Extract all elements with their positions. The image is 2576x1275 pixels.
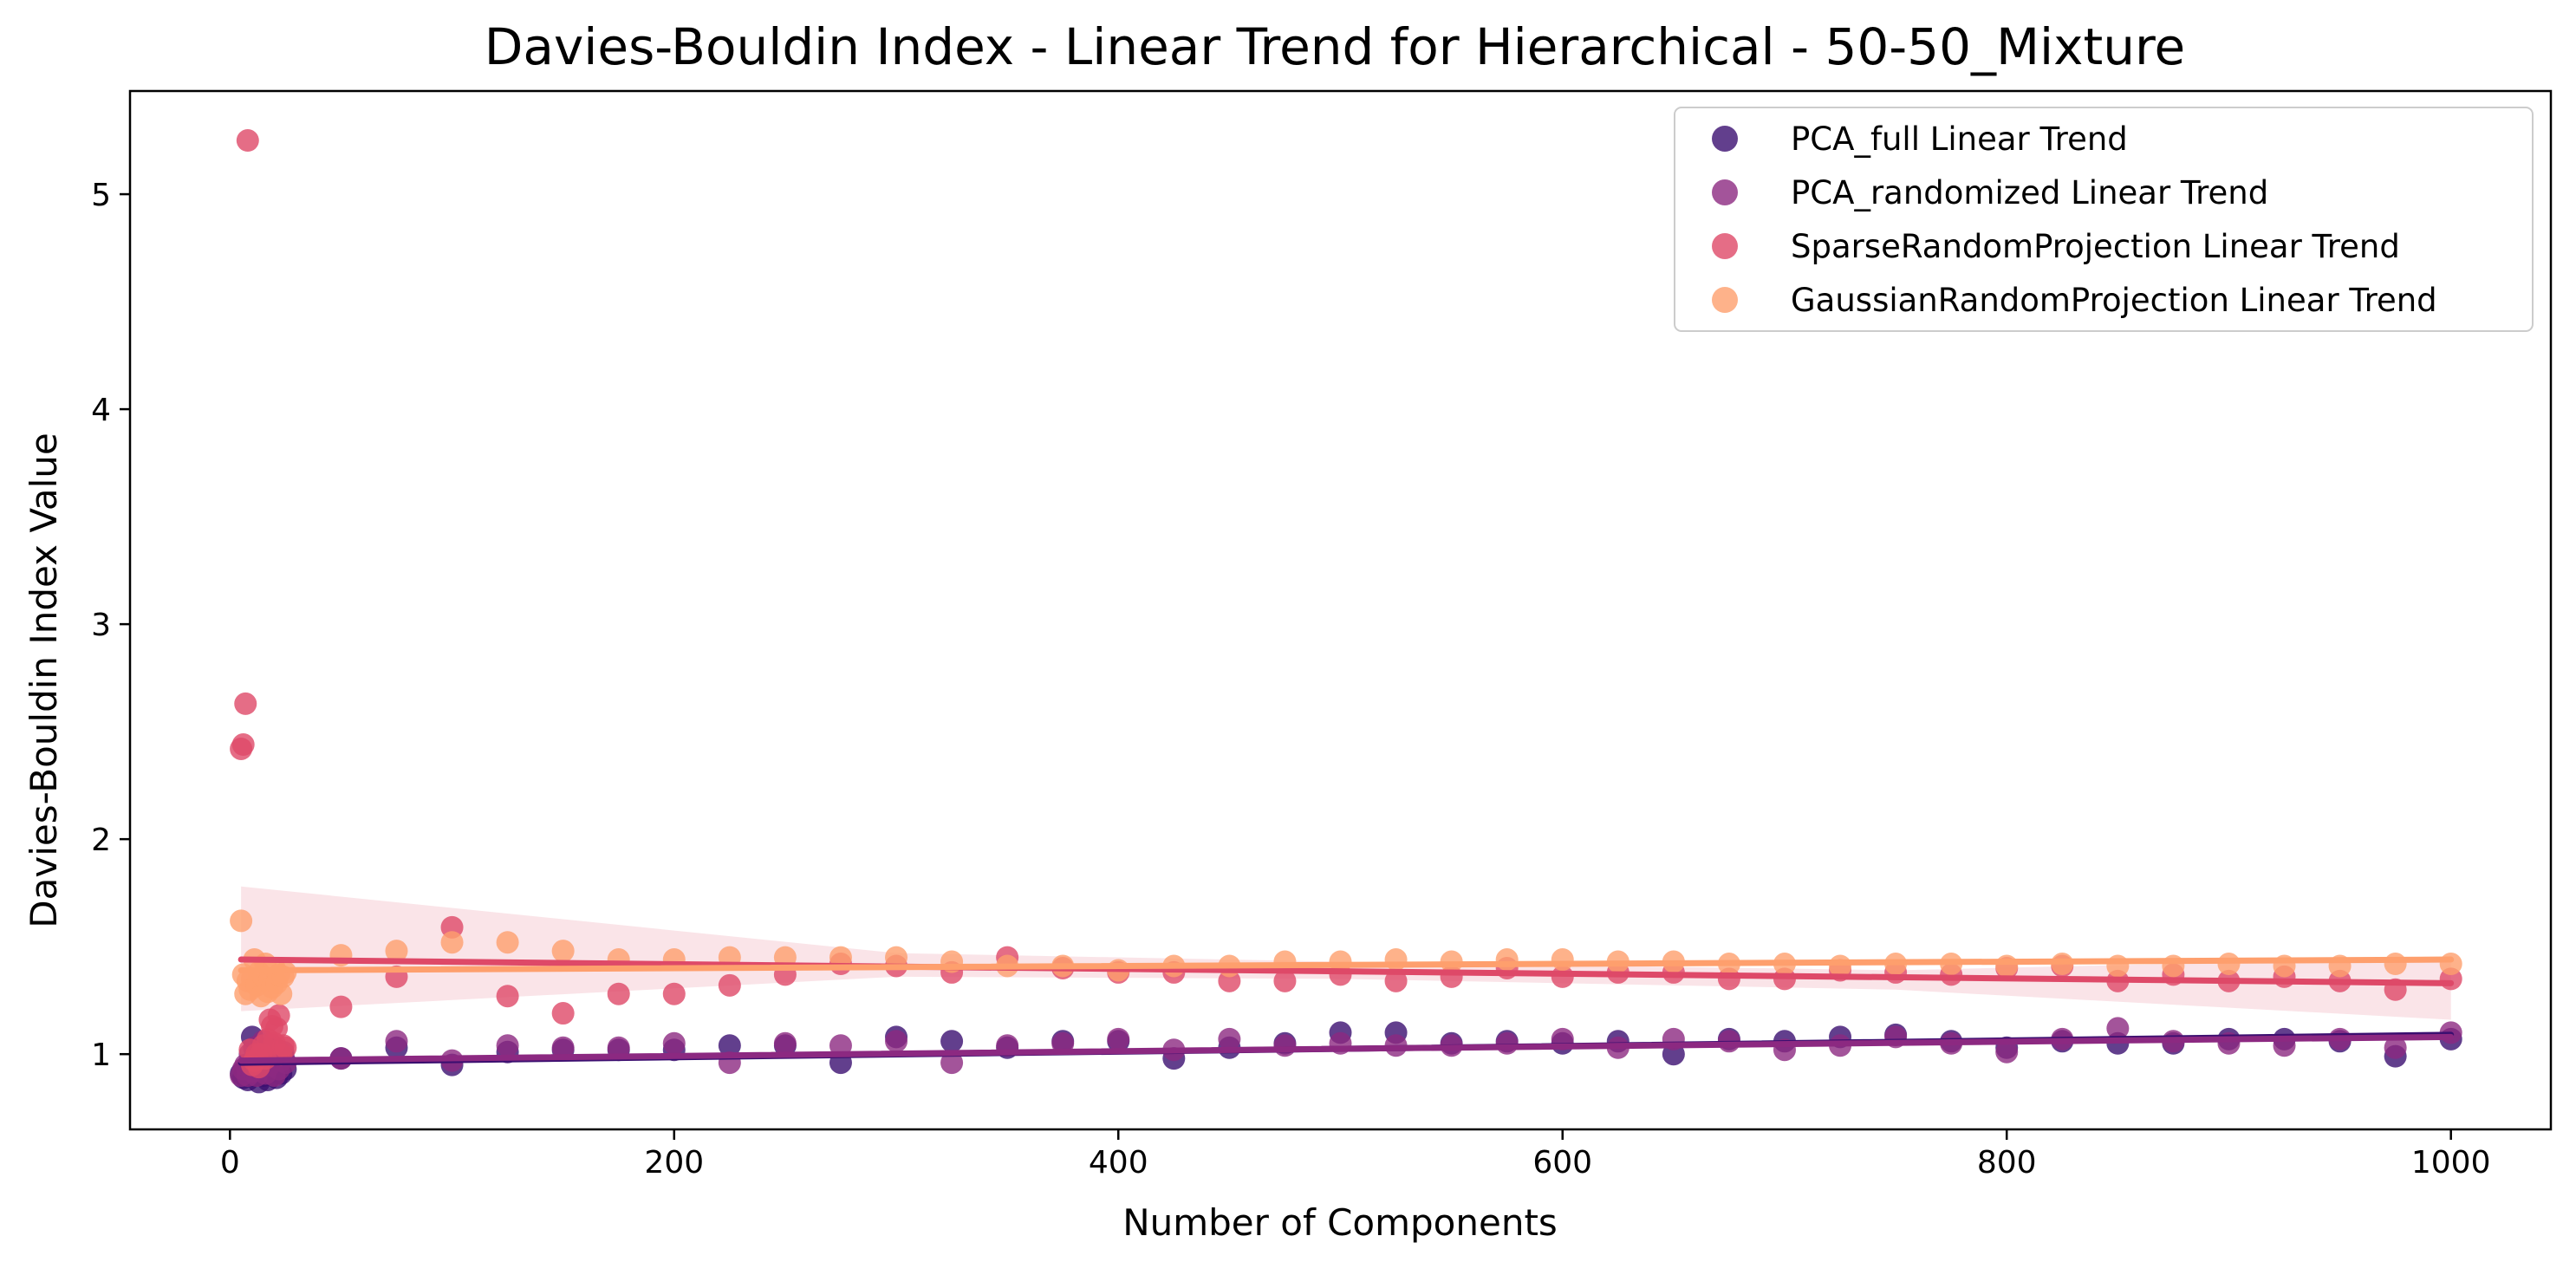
data-point <box>2106 1017 2130 1040</box>
x-tick-label: 800 <box>1977 1145 2037 1181</box>
y-tick-label: 5 <box>91 178 111 213</box>
data-point <box>440 931 464 954</box>
trend-line-3 <box>237 956 2455 973</box>
data-point <box>2384 953 2407 976</box>
data-point <box>718 1034 741 1057</box>
legend-marker <box>1712 126 1738 152</box>
legend-items: PCA_full Linear Trend PCA_randomized Line… <box>1712 120 2437 319</box>
data-point <box>1551 948 1574 972</box>
confidence-bands <box>241 886 2451 1020</box>
x-tick-label: 0 <box>220 1145 240 1181</box>
data-point <box>385 940 408 963</box>
data-point <box>2217 953 2241 976</box>
legend-label: GaussianRandomProjection Linear Trend <box>1791 282 2437 319</box>
data-point <box>231 733 255 757</box>
data-point <box>1107 1027 1130 1051</box>
y-axis-label: Davies-Bouldin Index Value <box>23 433 65 927</box>
data-point <box>1995 954 2019 978</box>
legend-label: PCA_full Linear Trend <box>1791 120 2128 158</box>
data-point <box>551 1002 575 1025</box>
data-point <box>1384 969 1408 992</box>
data-point <box>234 692 257 715</box>
y-tick-label: 2 <box>91 823 111 858</box>
data-point <box>662 1031 686 1055</box>
legend-marker <box>1712 233 1738 259</box>
data-point <box>551 1036 575 1059</box>
data-point <box>940 1051 964 1075</box>
x-axis-label: Number of Components <box>1122 1201 1558 1244</box>
data-point <box>885 1030 908 1053</box>
data-point <box>496 931 519 954</box>
legend-label: SparseRandomProjection Linear Trend <box>1791 228 2400 265</box>
plot-frame <box>128 89 2553 1131</box>
data-point <box>885 946 908 969</box>
data-point <box>496 1034 519 1057</box>
trend-line-1 <box>237 1033 2455 1064</box>
data-point <box>662 982 686 1005</box>
data-point <box>2439 953 2462 976</box>
data-point <box>1218 1027 1241 1051</box>
data-point <box>274 1036 297 1059</box>
data-point <box>329 995 353 1018</box>
x-axis-ticks: 0 200 400 600 800 1000 <box>220 1129 2491 1181</box>
data-point <box>551 940 575 963</box>
data-point <box>230 909 253 933</box>
x-tick-label: 200 <box>644 1145 704 1181</box>
data-point <box>1273 1034 1297 1057</box>
legend-marker <box>1712 287 1738 313</box>
trend-line-2 <box>237 956 2455 986</box>
trend-lines <box>237 956 2455 1066</box>
confidence-band-2 <box>241 886 2451 1020</box>
data-point <box>1495 948 1519 972</box>
data-point <box>496 985 519 1008</box>
x-tick-label: 400 <box>1089 1145 1148 1181</box>
legend-box <box>1674 107 2534 332</box>
chart-title: Davies-Bouldin Index - Linear Trend for … <box>485 17 2185 76</box>
data-point <box>773 1031 797 1055</box>
legend-marker <box>1712 179 1738 205</box>
data-point <box>718 973 741 997</box>
data-point <box>1995 1040 2019 1064</box>
data-point <box>607 982 630 1005</box>
data-point <box>1273 969 1297 992</box>
legend-label: PCA_randomized Linear Trend <box>1791 174 2268 211</box>
data-point <box>607 1036 630 1059</box>
y-tick-label: 4 <box>91 393 111 428</box>
data-point <box>236 129 259 153</box>
y-axis-ticks: 1 2 3 4 5 <box>91 178 130 1073</box>
legend: PCA_full Linear Trend PCA_randomized Line… <box>1674 107 2534 332</box>
x-tick-label: 1000 <box>2411 1145 2491 1181</box>
data-point <box>270 982 293 1005</box>
data-point <box>2384 1036 2407 1059</box>
data-point <box>940 1030 964 1053</box>
x-tick-label: 600 <box>1532 1145 1592 1181</box>
y-tick-label: 3 <box>91 608 111 643</box>
data-point <box>267 1004 290 1027</box>
data-point <box>385 1030 408 1053</box>
y-tick-label: 1 <box>91 1038 111 1073</box>
data-point <box>1495 1031 1519 1055</box>
